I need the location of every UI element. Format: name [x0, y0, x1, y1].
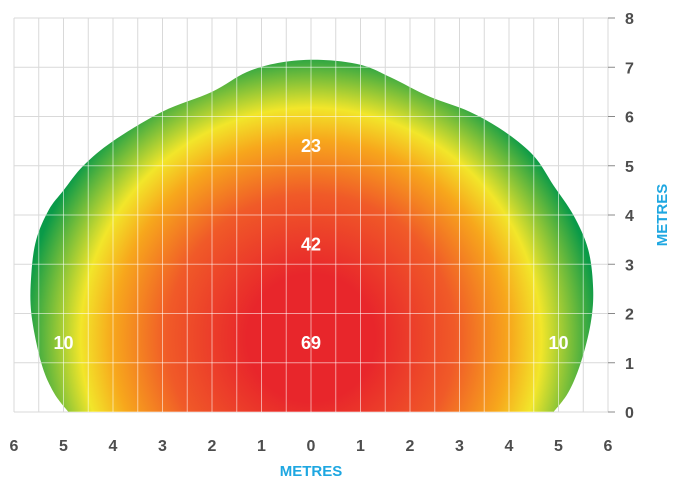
- y-tick-label: 7: [625, 60, 634, 77]
- illuminance-value-label: 10: [548, 333, 568, 353]
- illuminance-value-label: 69: [301, 333, 321, 353]
- y-tick-label: 6: [625, 110, 634, 127]
- y-tick-label: 4: [625, 208, 634, 225]
- x-tick-label: 2: [208, 438, 217, 455]
- y-tick-label: 2: [625, 307, 634, 324]
- illuminance-value-label: 23: [301, 136, 321, 156]
- x-axis-ticks: 6 5 4 3 2 1 0 1 2 3 4 5 6: [10, 438, 613, 455]
- x-tick-label: 1: [257, 438, 266, 455]
- illuminance-value-label: 42: [301, 235, 321, 255]
- y-tick-label: 0: [625, 405, 634, 422]
- y-tick-label: 1: [625, 356, 634, 373]
- y-tick-label: 5: [625, 159, 634, 176]
- x-tick-label: 3: [455, 438, 464, 455]
- x-tick-label: 5: [554, 438, 563, 455]
- zone-labels: 23 42 69 10 10: [53, 136, 568, 353]
- illuminance-area: [30, 59, 594, 413]
- x-tick-label: 5: [59, 438, 68, 455]
- x-tick-label: 4: [109, 438, 118, 455]
- x-tick-label: 4: [505, 438, 514, 455]
- x-tick-label: 0: [307, 438, 316, 455]
- x-tick-label: 1: [356, 438, 365, 455]
- y-axis-title: METRES: [654, 184, 671, 247]
- y-tick-label: 3: [625, 257, 634, 274]
- x-tick-label: 6: [604, 438, 613, 455]
- illuminance-value-label: 10: [53, 333, 73, 353]
- x-tick-label: 6: [10, 438, 19, 455]
- x-tick-label: 2: [406, 438, 415, 455]
- x-tick-label: 3: [158, 438, 167, 455]
- y-tick-label: 8: [625, 11, 634, 28]
- y-axis-ticks: 0 1 2 3 4 5 6 7 8: [625, 11, 634, 422]
- x-axis-title: METRES: [280, 463, 343, 480]
